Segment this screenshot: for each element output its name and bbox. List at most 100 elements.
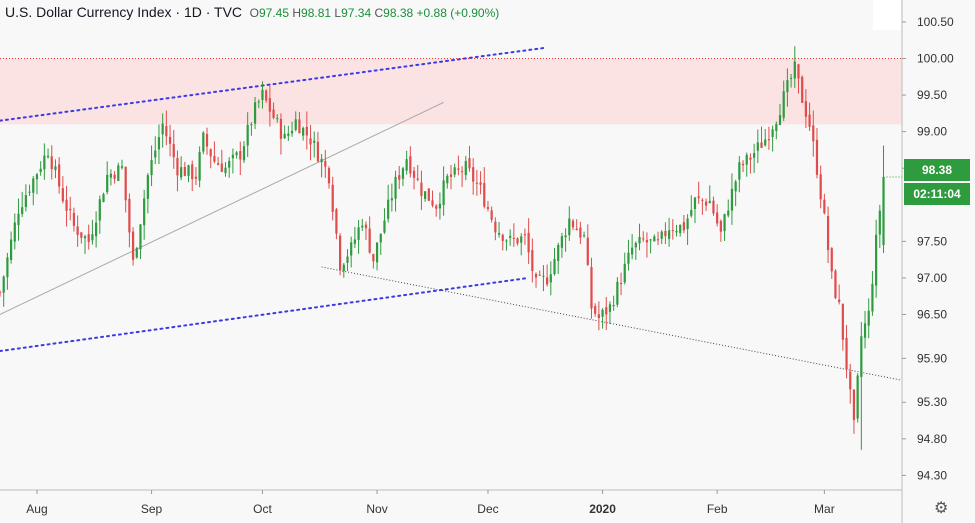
candle-body bbox=[516, 238, 519, 244]
candle-body bbox=[501, 234, 504, 241]
y-tick-label: 95.90 bbox=[917, 351, 947, 365]
candle-body bbox=[538, 274, 541, 276]
candle-body bbox=[582, 235, 586, 237]
candle-body bbox=[619, 283, 623, 285]
candle-body bbox=[490, 210, 493, 220]
candle-body bbox=[778, 115, 782, 125]
candle-body bbox=[483, 183, 486, 207]
candle-body bbox=[387, 199, 390, 219]
x-tick-label: Oct bbox=[253, 502, 272, 516]
candle-body bbox=[834, 270, 837, 299]
candle-body bbox=[753, 153, 756, 158]
candle-body bbox=[745, 154, 748, 165]
candle-body bbox=[335, 209, 338, 234]
candle-body bbox=[760, 142, 763, 148]
candle-body bbox=[65, 199, 68, 211]
candle-body bbox=[191, 164, 194, 180]
candle-body bbox=[383, 220, 386, 233]
candle-body bbox=[601, 309, 604, 317]
candle-body bbox=[512, 237, 515, 239]
candle-body bbox=[756, 142, 759, 151]
candle-body bbox=[693, 197, 697, 209]
candle-body bbox=[446, 175, 449, 184]
candle-body bbox=[372, 253, 375, 262]
candle-body bbox=[494, 221, 497, 233]
high-label: H bbox=[292, 6, 302, 20]
candle-body bbox=[346, 256, 349, 263]
candle-body bbox=[102, 194, 105, 202]
chart-legend: U.S. Dollar Currency Index · 1D · TVC O9… bbox=[5, 4, 499, 20]
candle-body bbox=[80, 232, 83, 238]
candle-body bbox=[172, 144, 175, 158]
candle-body bbox=[579, 227, 582, 238]
candle-body bbox=[771, 129, 774, 137]
candle-body bbox=[634, 242, 637, 248]
candle-body bbox=[738, 162, 741, 180]
candle-body bbox=[479, 182, 482, 185]
candle-body bbox=[775, 123, 778, 131]
candle-body bbox=[113, 174, 116, 179]
candle-body bbox=[143, 198, 146, 226]
candle-body bbox=[819, 174, 822, 200]
lower-channel-line bbox=[0, 276, 530, 353]
candle-body bbox=[379, 233, 382, 243]
x-tick-label: Sep bbox=[141, 502, 163, 516]
y-tick-label: 99.00 bbox=[917, 125, 947, 139]
candle-body bbox=[801, 76, 804, 103]
candle-body bbox=[826, 215, 830, 250]
candle-body bbox=[342, 264, 345, 272]
candle-body bbox=[302, 127, 305, 136]
candle-body bbox=[649, 239, 652, 241]
candle-body bbox=[401, 168, 405, 179]
candle-body bbox=[268, 98, 271, 112]
candle-body bbox=[279, 118, 283, 139]
candle-body bbox=[823, 199, 826, 214]
candle-body bbox=[553, 258, 556, 275]
candle-body bbox=[871, 283, 874, 312]
candle-body bbox=[660, 231, 663, 239]
candle-body bbox=[309, 138, 312, 145]
candle-body bbox=[157, 137, 161, 150]
candle-body bbox=[612, 305, 615, 307]
candle-body bbox=[804, 101, 807, 117]
candle-body bbox=[87, 234, 90, 243]
candle-body bbox=[542, 275, 545, 277]
candle-body bbox=[46, 155, 50, 158]
candle-body bbox=[135, 248, 138, 258]
candle-body bbox=[882, 176, 885, 245]
resistance-zone-layer bbox=[0, 58, 902, 125]
candle-body bbox=[21, 207, 24, 214]
gear-icon[interactable]: ⚙ bbox=[934, 500, 949, 517]
candle-body bbox=[202, 132, 205, 152]
candle-body bbox=[180, 167, 183, 178]
candle-body bbox=[250, 124, 253, 126]
candle-body bbox=[671, 230, 674, 232]
candle-body bbox=[712, 200, 715, 214]
candle-body bbox=[642, 238, 645, 240]
candle-body bbox=[39, 168, 42, 173]
candle-body bbox=[586, 237, 589, 265]
candle-body bbox=[290, 130, 294, 134]
candle-body bbox=[9, 239, 13, 260]
y-tick-label: 96.50 bbox=[917, 307, 947, 321]
x-tick-label: 2020 bbox=[589, 502, 616, 516]
candle-body bbox=[294, 119, 297, 130]
candle-body bbox=[176, 157, 179, 176]
candle-body bbox=[875, 234, 878, 286]
candle-body bbox=[324, 160, 327, 167]
open-label: O bbox=[249, 6, 259, 20]
candle-body bbox=[449, 174, 453, 177]
candle-body bbox=[734, 181, 737, 192]
last-price-tag: 98.38 bbox=[904, 159, 970, 181]
candle-body bbox=[789, 78, 793, 80]
candle-body bbox=[357, 227, 360, 240]
candle-body bbox=[782, 91, 785, 118]
candle-body bbox=[398, 175, 401, 180]
candle-body bbox=[427, 188, 430, 201]
candle-body bbox=[35, 174, 39, 180]
candle-body bbox=[852, 389, 856, 421]
candle-body bbox=[557, 244, 560, 261]
candle-body bbox=[605, 307, 608, 315]
